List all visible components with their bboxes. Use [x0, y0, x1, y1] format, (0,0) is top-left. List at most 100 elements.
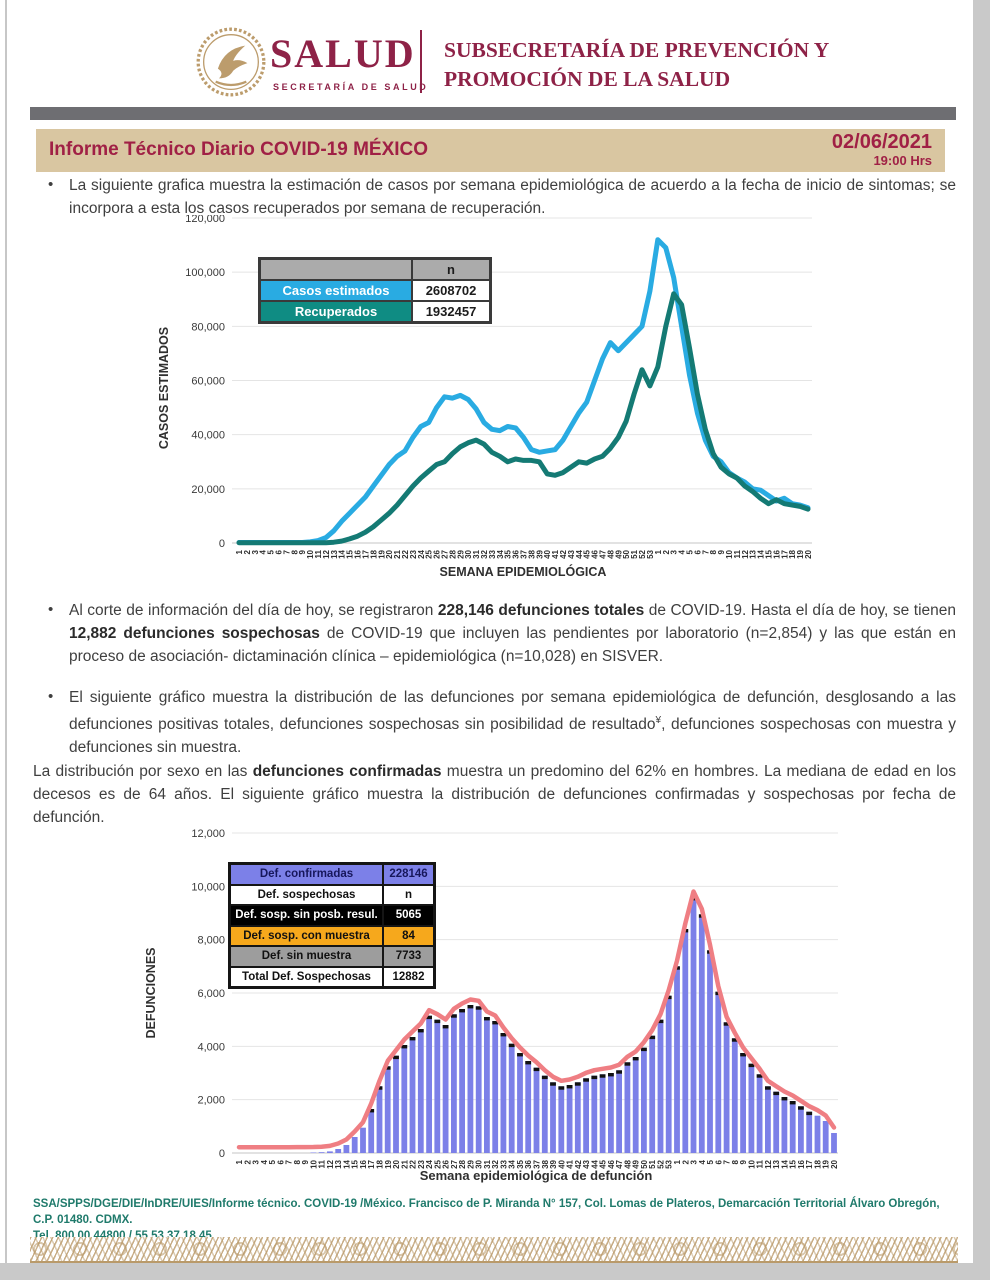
- confirmed-deaths-bar: [591, 1075, 598, 1153]
- confirmed-deaths-bar: [401, 1045, 408, 1153]
- confirmed-deaths-bar: [417, 1029, 424, 1153]
- paragraph-text: Al corte de información del día de hoy, …: [40, 599, 956, 668]
- x-tick-label: 7: [285, 1159, 294, 1164]
- confirmed-deaths-bar: [343, 1145, 350, 1153]
- confirmed-deaths-bar: [442, 1025, 449, 1153]
- x-tick-label: 15: [351, 1159, 360, 1168]
- legend-value-cell: 7733: [383, 946, 434, 967]
- x-tick-label: 1: [235, 1159, 244, 1164]
- suspected-deaths-cap: [533, 1067, 540, 1072]
- suspected-deaths-cap: [525, 1061, 532, 1065]
- x-axis-title: Semana epidemiológica de defunción: [420, 1168, 653, 1183]
- x-tick-label: 3: [670, 549, 679, 554]
- suspected-deaths-cap: [384, 1066, 391, 1070]
- confirmed-deaths-bar: [310, 1152, 317, 1153]
- y-tick-label: 4,000: [197, 1041, 225, 1053]
- x-tick-label: 34: [508, 1159, 517, 1168]
- suspected-deaths-cap: [806, 1111, 813, 1116]
- confirmed-deaths-bar: [641, 1047, 647, 1153]
- x-tick-label: 48: [606, 549, 615, 558]
- text-segment: La distribución por sexo en las: [33, 763, 253, 780]
- legend-value-cell: 1932457: [412, 301, 490, 322]
- y-axis-title: DEFUNCIONES: [144, 948, 158, 1039]
- x-tick-label: 19: [384, 1159, 393, 1168]
- x-tick-label: 9: [298, 549, 307, 554]
- page-bottom-margin: [0, 1263, 990, 1280]
- y-tick-label: 10,000: [191, 881, 225, 893]
- suspected-deaths-cap: [781, 1097, 788, 1101]
- x-tick-label: 16: [797, 1159, 806, 1168]
- legend-value-cell: 12882: [383, 966, 434, 987]
- confirmed-deaths-bar: [393, 1055, 399, 1153]
- confirmed-deaths-bar: [500, 1033, 507, 1153]
- bullet-icon: •: [48, 176, 54, 193]
- x-tick-label: 41: [551, 549, 560, 558]
- x-tick-label: 39: [535, 549, 544, 558]
- x-tick-label: 37: [533, 1159, 542, 1168]
- report-date: 02/06/2021: [831, 131, 932, 153]
- confirmed-deaths-bar: [731, 1038, 738, 1153]
- x-tick-label: 20: [830, 1159, 839, 1168]
- confirmed-deaths-bar: [351, 1137, 358, 1153]
- confirmed-deaths-bar: [599, 1074, 606, 1153]
- y-tick-label: 8,000: [197, 935, 225, 947]
- suspected-deaths-cap: [723, 1022, 730, 1026]
- x-tick-label: 14: [757, 549, 766, 558]
- x-tick-label: 11: [318, 1159, 327, 1168]
- x-tick-label: 12: [326, 1159, 335, 1168]
- x-tick-label: 8: [293, 1159, 302, 1164]
- x-tick-label: 44: [575, 549, 584, 558]
- x-tick-label: 6: [275, 549, 284, 554]
- suspected-deaths-cap: [393, 1055, 399, 1060]
- x-tick-label: 1: [235, 549, 244, 554]
- text-segment: ¥: [655, 715, 662, 726]
- x-tick-label: 16: [359, 1159, 368, 1168]
- suspected-deaths-cap: [401, 1045, 408, 1049]
- paragraph-text: La distribución por sexo en las defuncio…: [33, 760, 956, 829]
- x-tick-label: 30: [475, 1159, 484, 1168]
- decorative-aztec-border: [30, 1237, 958, 1263]
- y-tick-label: 20,000: [191, 484, 225, 496]
- confirmed-deaths-bar: [756, 1074, 763, 1153]
- confirmed-deaths-bar: [492, 1021, 499, 1153]
- page-right-margin: [973, 0, 990, 1280]
- suspected-deaths-cap: [368, 1109, 375, 1113]
- x-tick-label: 10: [747, 1159, 756, 1168]
- x-tick-label: 17: [361, 549, 370, 558]
- text-segment: de COVID-19 que incluyen las pendientes …: [69, 625, 956, 665]
- x-tick-label: 17: [367, 1159, 376, 1168]
- suspected-deaths-cap: [459, 1009, 465, 1013]
- x-tick-label: 37: [520, 549, 529, 558]
- x-tick-label: 46: [607, 1159, 616, 1168]
- x-tick-label: 11: [733, 549, 742, 558]
- x-tick-label: 50: [640, 1159, 649, 1168]
- suspected-deaths-cap: [748, 1063, 755, 1068]
- x-tick-label: 43: [567, 549, 576, 558]
- x-tick-label: 29: [466, 1159, 475, 1168]
- suspected-deaths-cap: [665, 995, 672, 1000]
- y-tick-label: 60,000: [191, 376, 225, 388]
- suspected-deaths-cap: [517, 1053, 523, 1057]
- x-tick-label: 2: [243, 1159, 252, 1164]
- series-line-recuperados: [236, 291, 811, 546]
- x-tick-label: 16: [354, 549, 363, 558]
- suspected-deaths-cap: [616, 1070, 622, 1074]
- x-tick-label: 6: [693, 549, 702, 554]
- x-tick-label: 28: [458, 1159, 467, 1168]
- confirmed-deaths-bar: [789, 1101, 796, 1153]
- confirmed-deaths-bar: [781, 1097, 788, 1153]
- x-tick-label: 35: [516, 1159, 525, 1168]
- legend-value-cell: 2608702: [412, 280, 490, 301]
- total-deaths-polyline: [236, 889, 837, 1150]
- text-segment: 228,146 defunciones totales: [437, 602, 645, 619]
- legend-value-cell: n: [383, 884, 434, 905]
- confirmed-deaths-bar: [624, 1062, 631, 1153]
- confirmed-deaths-bar: [748, 1063, 755, 1153]
- suspected-deaths-cap: [417, 1029, 424, 1033]
- report-title: Informe Técnico Diario COVID-19 MÉXICO: [49, 139, 429, 160]
- confirmed-deaths-bar: [376, 1086, 383, 1153]
- x-tick-label: 12: [322, 549, 331, 558]
- x-tick-label: 19: [822, 1159, 831, 1168]
